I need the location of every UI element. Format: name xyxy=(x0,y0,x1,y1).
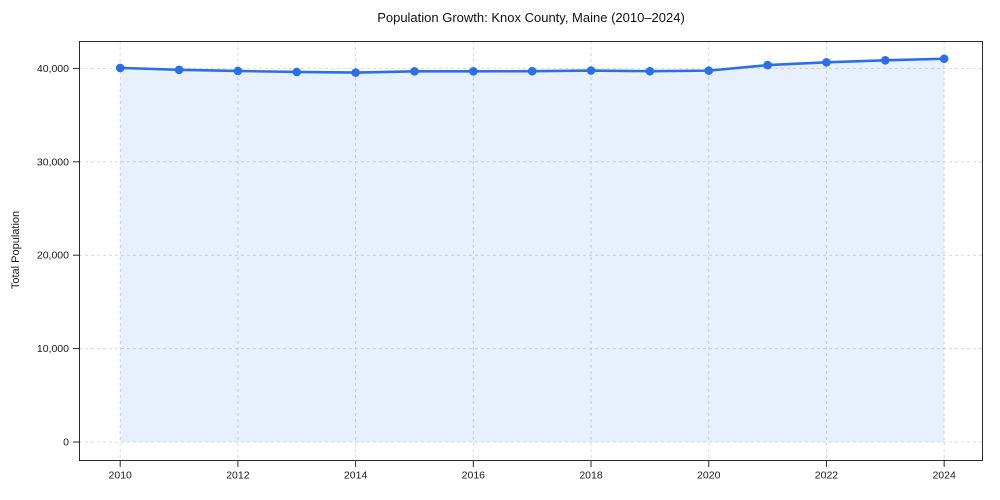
data-point xyxy=(233,66,243,76)
y-tick-label: 20,000 xyxy=(37,250,69,262)
data-point xyxy=(822,57,831,67)
y-tick-label: 40,000 xyxy=(37,63,69,75)
chart-title: Population Growth: Knox County, Maine (2… xyxy=(377,10,685,25)
tick-labels: 0 10,000 20,000 30,000 40,000 2010 2012 2014 201… xyxy=(37,63,956,482)
data-point xyxy=(704,66,714,75)
x-tick-label: 2016 xyxy=(462,470,486,482)
y-tick-label: 30,000 xyxy=(37,156,69,168)
data-point xyxy=(351,68,360,77)
plot-background xyxy=(79,41,983,461)
plot-border xyxy=(79,41,983,461)
x-tick-label: 2018 xyxy=(579,470,603,482)
data-point xyxy=(586,66,596,75)
x-tick-label: 2020 xyxy=(697,470,721,482)
tick-marks xyxy=(73,67,945,467)
data-point xyxy=(410,67,419,76)
gridlines xyxy=(79,41,983,461)
data-point xyxy=(115,63,125,73)
area-fill xyxy=(120,58,945,443)
data-point xyxy=(763,60,772,70)
data-point xyxy=(292,67,302,77)
x-tick-label: 2012 xyxy=(226,470,250,482)
y-tick-label: 10,000 xyxy=(37,343,69,355)
data-point xyxy=(469,67,478,76)
data-point xyxy=(645,66,655,76)
x-tick-label: 2014 xyxy=(344,470,368,482)
data-point xyxy=(174,65,184,75)
data-point xyxy=(527,66,537,76)
x-tick-label: 2024 xyxy=(932,470,956,482)
x-tick-label: 2010 xyxy=(109,470,133,482)
x-tick-label: 2022 xyxy=(815,470,839,482)
data-point xyxy=(881,56,890,65)
data-point xyxy=(939,54,949,64)
data-points xyxy=(115,54,949,77)
y-tick-label: 0 xyxy=(63,437,69,449)
